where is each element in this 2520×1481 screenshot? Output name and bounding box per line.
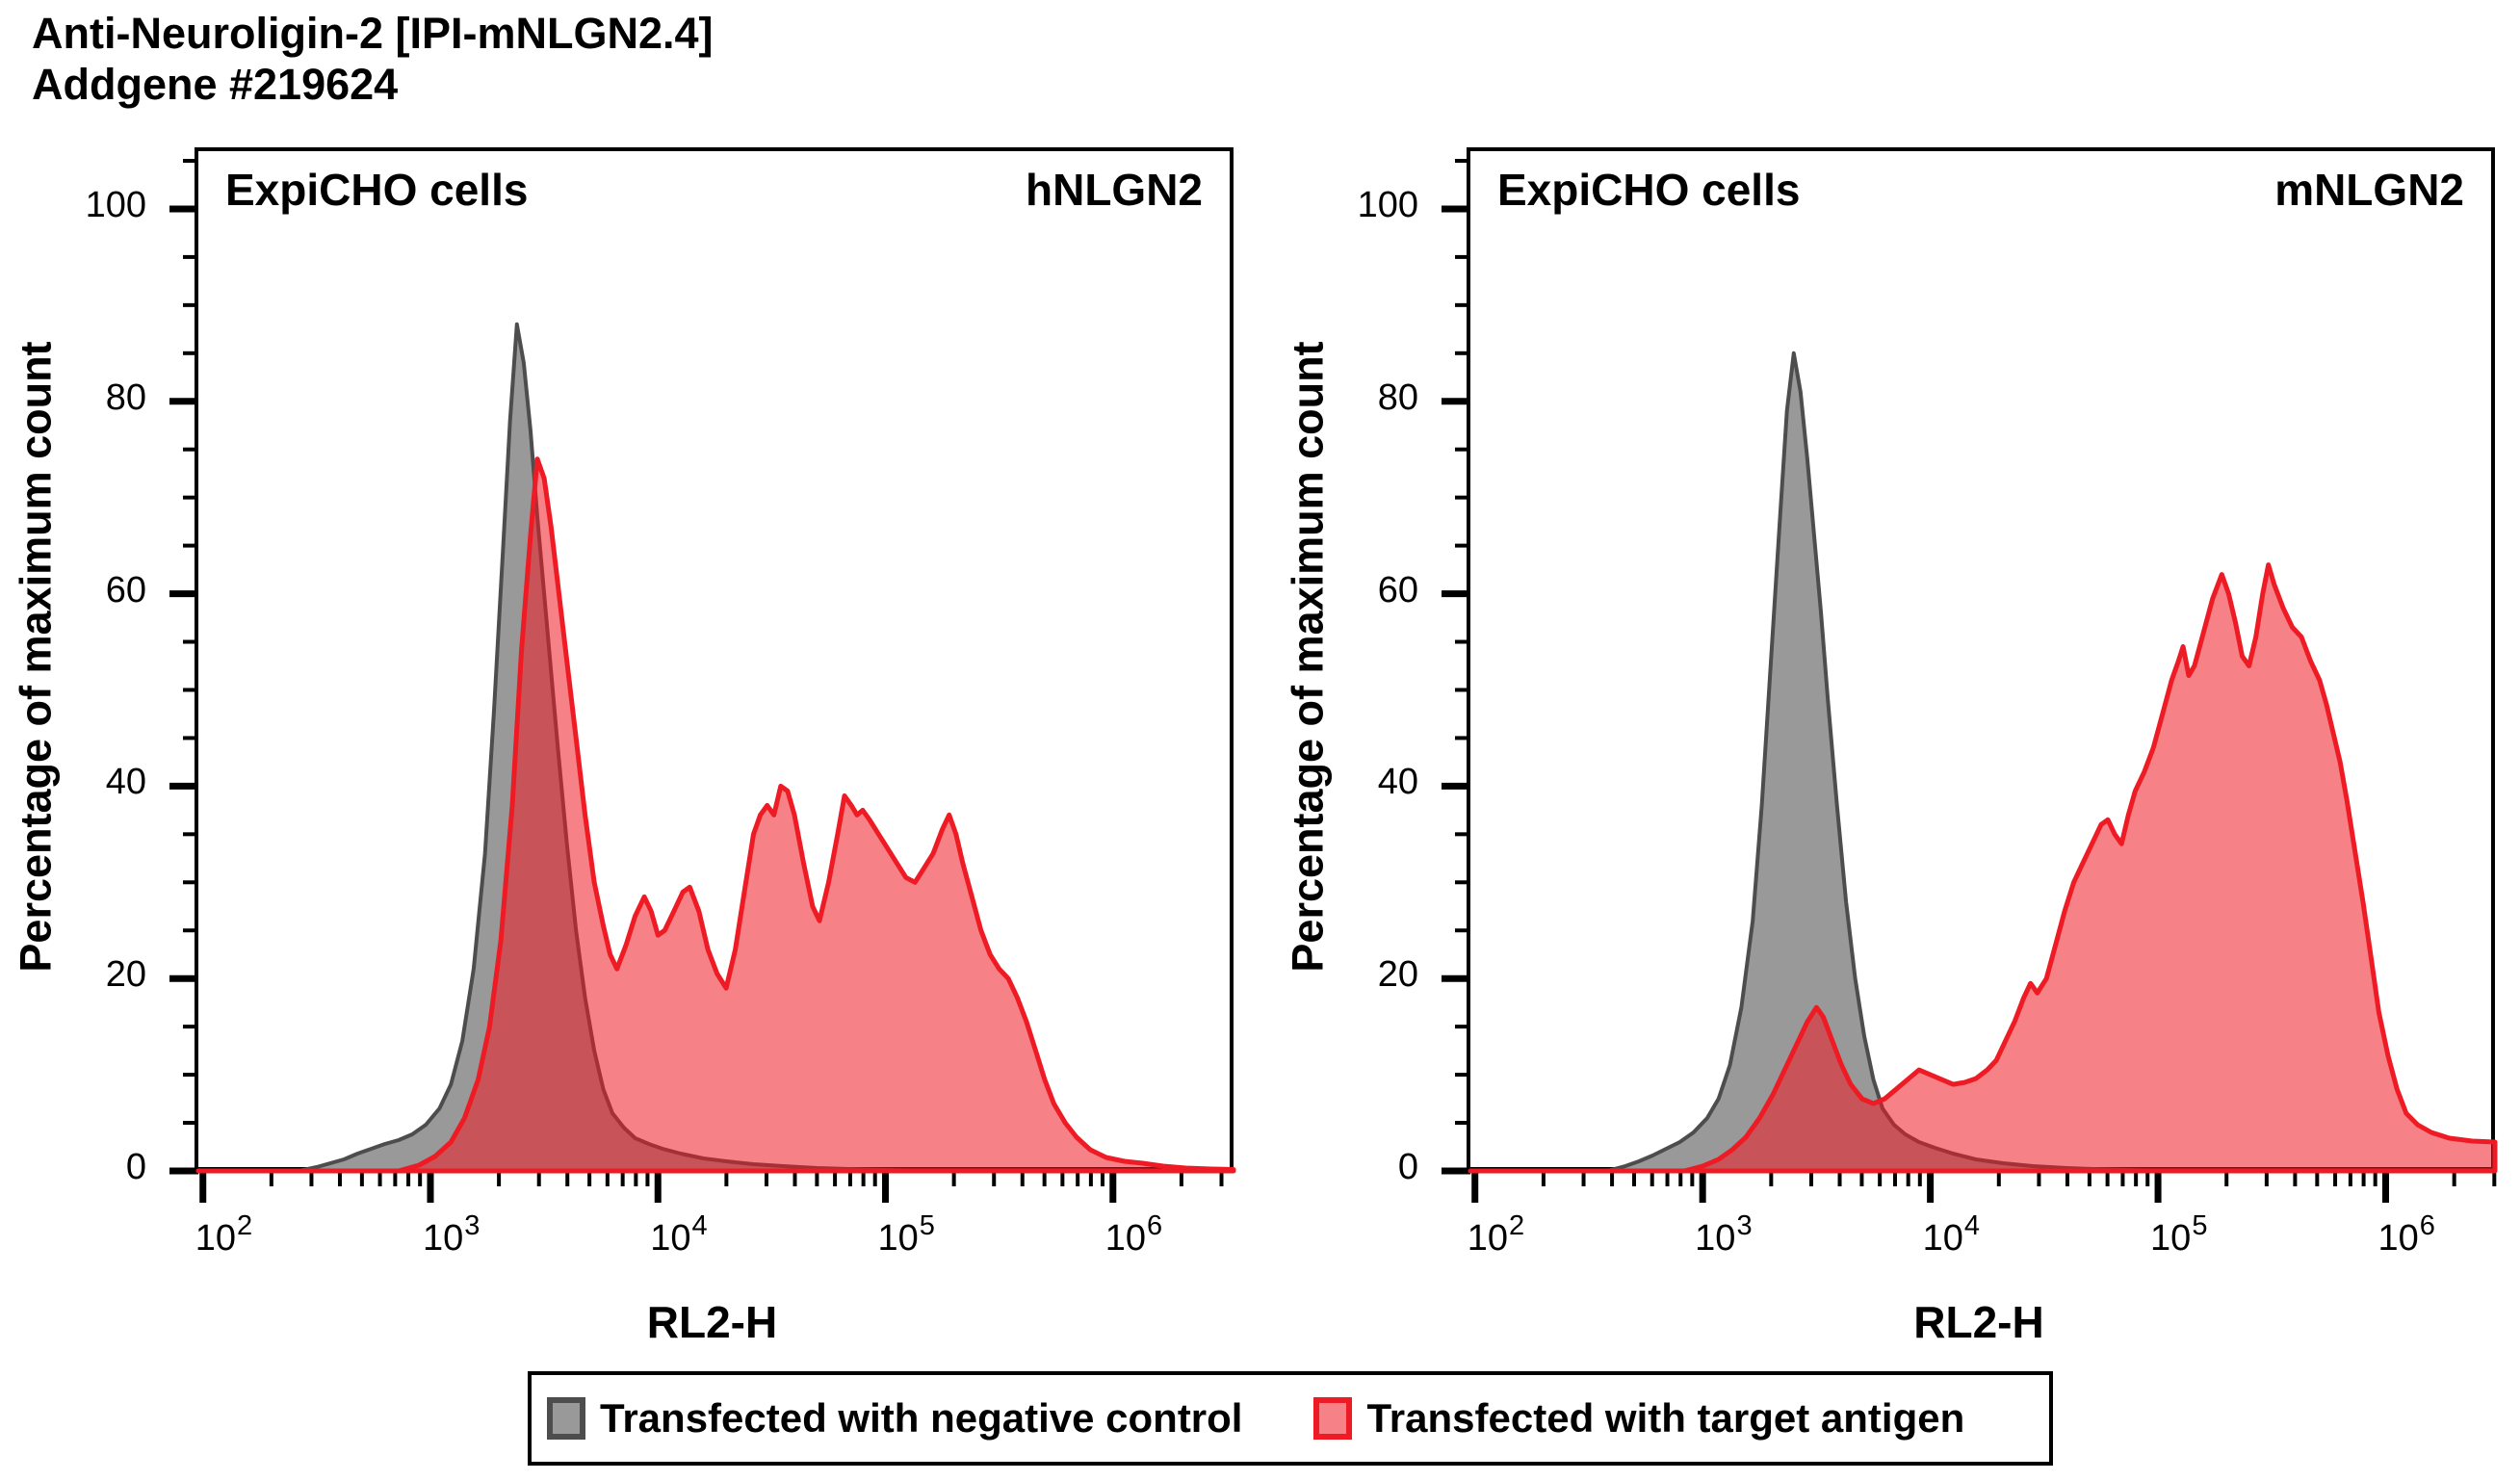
plot-panel-mnlgn2 [1442, 147, 2498, 1203]
x-tick-label: 102 [1467, 1210, 1525, 1259]
y-tick-label: 80 [105, 377, 146, 418]
y-tick-label: 100 [1357, 184, 1418, 225]
antigen-label: mNLGN2 [2274, 165, 2464, 215]
x-tick-label: 105 [2150, 1210, 2208, 1259]
y-tick-label: 0 [125, 1147, 146, 1187]
y-tick-label: 100 [85, 184, 146, 225]
negative-control-swatch-icon [547, 1397, 585, 1440]
y-tick-label: 20 [1377, 954, 1418, 996]
y-axis-title: Percentage of maximum count [11, 341, 61, 973]
x-tick-label: 102 [195, 1210, 253, 1259]
legend-item-negative-control: Transfected with negative control [547, 1395, 1242, 1442]
x-tick-label: 104 [1922, 1210, 1981, 1259]
figure-title-line2: Addgene #219624 [32, 60, 399, 109]
target-antigen-curve [195, 456, 1236, 1174]
y-tick-label: 20 [105, 954, 146, 996]
plot-panel-hnlgn2 [169, 147, 1236, 1203]
legend-label: Transfected with target antigen [1366, 1395, 1965, 1441]
x-tick-label: 104 [650, 1210, 708, 1259]
x-axis-title: RL2-H [1913, 1297, 2044, 1347]
cell-line-label: ExpiCHO cells [1497, 165, 1801, 215]
x-axis-title: RL2-H [646, 1297, 778, 1347]
x-tick-label: 106 [1104, 1210, 1163, 1259]
y-tick-label: 60 [1377, 569, 1418, 611]
x-tick-label: 103 [1695, 1210, 1753, 1259]
histogram-canvas [1442, 158, 2498, 1203]
x-tick-label: 105 [877, 1210, 935, 1259]
figure-title-line1: Anti-Neuroligin-2 [IPI-mNLGN2.4] [32, 9, 714, 58]
cell-line-label: ExpiCHO cells [225, 165, 529, 215]
y-tick-label: 80 [1377, 377, 1418, 418]
x-tick-label: 103 [422, 1210, 481, 1259]
y-axis-title: Percentage of maximum count [1283, 341, 1333, 973]
y-tick-label: 40 [105, 762, 146, 803]
legend-item-target-antigen: Transfected with target antigen [1313, 1395, 1964, 1442]
x-tick-label: 106 [2377, 1210, 2435, 1259]
y-tick-label: 0 [1397, 1147, 1418, 1187]
histogram-canvas [169, 158, 1236, 1203]
target-antigen-swatch-icon [1313, 1397, 1353, 1440]
antigen-label: hNLGN2 [1026, 165, 1203, 215]
y-tick-label: 40 [1377, 762, 1418, 803]
legend: Transfected with negative control Transf… [528, 1371, 2053, 1466]
figure-title: Anti-Neuroligin-2 [IPI-mNLGN2.4] Addgene… [32, 8, 714, 110]
y-tick-label: 60 [105, 569, 146, 611]
target-antigen-curve [1468, 562, 2498, 1174]
legend-label: Transfected with negative control [600, 1395, 1243, 1441]
